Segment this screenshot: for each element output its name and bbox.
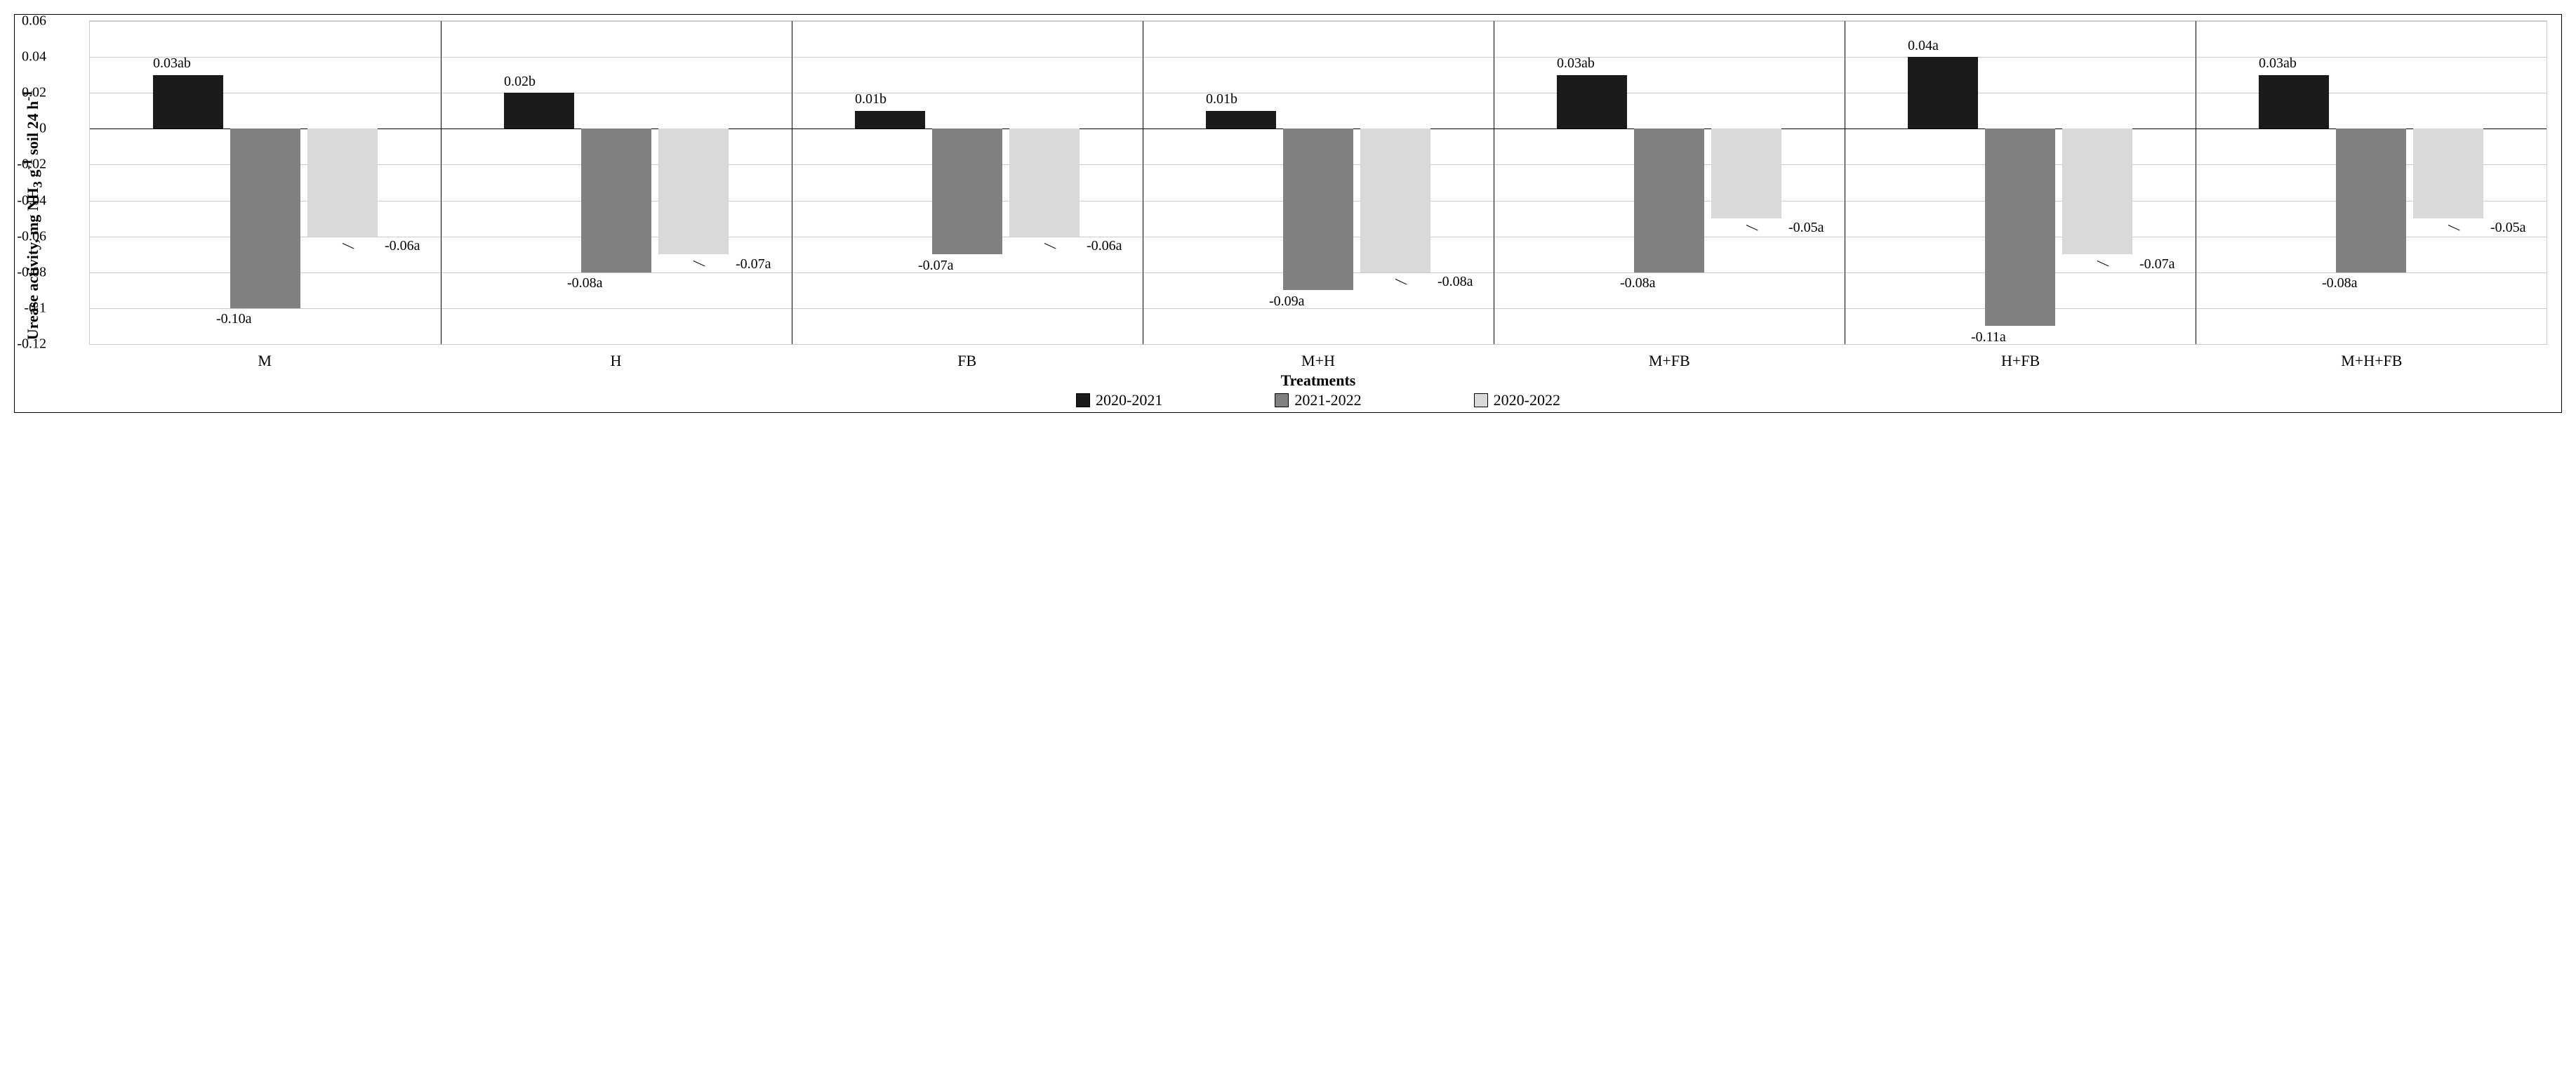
y-tick: -0.08	[17, 264, 46, 280]
leader-line	[1044, 243, 1056, 249]
leader-line	[2448, 225, 2460, 231]
leader-line	[2097, 261, 2109, 267]
bar	[2336, 129, 2406, 272]
legend-label: 2020-2022	[1494, 391, 1560, 409]
legend: 2020-2021 2021-2022 2020-2022	[89, 391, 2547, 409]
bar	[1283, 129, 1353, 290]
x-tick: H	[440, 345, 791, 370]
y-tick: -0.1	[24, 300, 46, 316]
y-tick: -0.12	[17, 336, 46, 353]
legend-swatch	[1076, 393, 1090, 407]
bar	[504, 93, 574, 129]
x-tick: FB	[792, 345, 1143, 370]
data-label: 0.01b	[1206, 91, 1237, 107]
legend-swatch	[1275, 393, 1289, 407]
bar	[153, 75, 223, 129]
bar	[1360, 129, 1430, 272]
data-label: 0.03ab	[2259, 55, 2297, 72]
legend-item: 2020-2022	[1474, 391, 1560, 409]
bar	[581, 129, 651, 272]
data-label: -0.05a	[2490, 220, 2526, 236]
x-tick: M+H	[1143, 345, 1494, 370]
bar	[1557, 75, 1627, 129]
y-tick: -0.04	[17, 192, 46, 209]
data-label: -0.07a	[2139, 256, 2175, 272]
leader-line	[1395, 279, 1407, 285]
data-label: 0.01b	[855, 91, 887, 107]
bar	[658, 129, 729, 254]
leader-line	[1746, 225, 1758, 231]
leader-line	[693, 261, 705, 267]
bar	[307, 129, 378, 236]
y-tick: 0.02	[22, 85, 46, 101]
bar	[1985, 129, 2055, 326]
x-tick: H+FB	[1845, 345, 2196, 370]
y-tick: 0.06	[22, 13, 46, 29]
bar	[1206, 111, 1276, 129]
data-label: -0.06a	[385, 238, 420, 254]
x-tick: M+FB	[1494, 345, 1845, 370]
data-label: -0.11a	[1971, 329, 2006, 345]
x-tick: M	[89, 345, 440, 370]
urease-chart-figure: Urease activity, mg NH3 g-1 soil 24 h-1 …	[14, 14, 2562, 413]
leader-line	[343, 243, 354, 249]
y-tick: -0.02	[17, 157, 46, 173]
legend-label: 2020-2021	[1096, 391, 1162, 409]
bar	[2062, 129, 2132, 254]
x-tick: M+H+FB	[2196, 345, 2547, 370]
bar	[230, 129, 300, 308]
data-label: -0.08a	[567, 275, 603, 291]
legend-label: 2021-2022	[1294, 391, 1361, 409]
data-label: 0.04a	[1908, 38, 1939, 54]
data-label: 0.03ab	[153, 55, 191, 72]
data-label: -0.06a	[1087, 238, 1122, 254]
data-label: -0.05a	[1788, 220, 1824, 236]
y-tick: 0	[39, 121, 46, 137]
legend-item: 2020-2021	[1076, 391, 1162, 409]
bar	[1711, 129, 1781, 218]
data-label: -0.07a	[918, 258, 954, 274]
data-label: -0.09a	[1269, 294, 1305, 310]
data-label: -0.10a	[216, 311, 252, 327]
data-label: 0.03ab	[1557, 55, 1595, 72]
bar	[1908, 57, 1978, 129]
x-tick-labels: MHFBM+HM+FBH+FBM+H+FB	[89, 345, 2547, 370]
bar	[2259, 75, 2329, 129]
x-axis-label: Treatments	[89, 371, 2547, 390]
data-label: -0.08a	[1438, 274, 1473, 290]
legend-swatch	[1474, 393, 1488, 407]
bar	[932, 129, 1002, 254]
data-label: 0.02b	[504, 74, 536, 90]
bar	[2413, 129, 2483, 218]
y-tick: -0.06	[17, 228, 46, 244]
legend-item: 2021-2022	[1275, 391, 1361, 409]
plot-area: 0.060.040.020-0.02-0.04-0.06-0.08-0.1-0.…	[89, 20, 2547, 345]
bar	[1009, 129, 1080, 236]
bar	[1634, 129, 1704, 272]
data-label: -0.08a	[2322, 275, 2358, 291]
y-tick: 0.04	[22, 49, 46, 65]
data-label: -0.07a	[736, 256, 771, 272]
bar	[855, 111, 925, 129]
data-label: -0.08a	[1620, 275, 1656, 291]
